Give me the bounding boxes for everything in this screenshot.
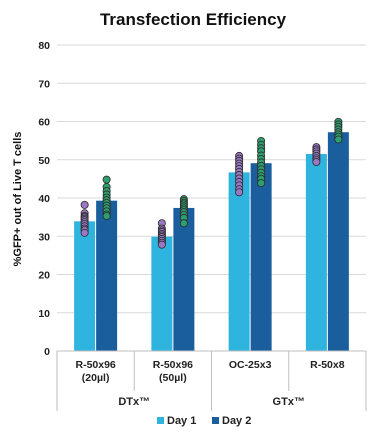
data-point [80, 228, 89, 237]
bar-day-2 [250, 163, 272, 351]
y-tick-label: 30 [38, 231, 50, 243]
y-axis-label: %GFP+ out of Live T cells [12, 132, 24, 267]
data-point [235, 188, 244, 197]
bar-day-1 [74, 221, 96, 351]
y-tick-label: 70 [38, 78, 50, 90]
data-point [102, 175, 111, 184]
legend-swatch [157, 417, 164, 424]
category-label: R-50x8 [310, 359, 345, 371]
bar-day-2 [96, 200, 118, 351]
y-tick-label: 50 [38, 155, 50, 167]
category-label: (50µl) [159, 372, 187, 384]
category-labels: R-50x96(20µl)R-50x96(50µl)OC-25x3 R-50x8 [75, 359, 344, 384]
bar-day-2 [173, 207, 195, 351]
bar-day-2 [327, 132, 349, 351]
category-label: OC-25x3 [229, 359, 272, 371]
category-label: R-50x96 [75, 359, 115, 371]
bar-day-1 [228, 172, 250, 351]
data-point [157, 240, 166, 249]
y-tick-label: 60 [38, 117, 50, 129]
y-tick-label: 0 [44, 346, 50, 358]
bars [74, 132, 349, 351]
category-label: R-50x96 [153, 359, 193, 371]
category-label: (20µl) [82, 372, 110, 384]
bar-day-1 [305, 154, 327, 351]
bar-day-1 [151, 236, 173, 351]
data-points [80, 117, 343, 249]
y-tick-label: 40 [38, 193, 50, 205]
data-point [334, 135, 343, 144]
data-point [312, 158, 321, 167]
legend-swatch [212, 417, 219, 424]
y-tick-label: 80 [38, 40, 50, 52]
group-label: GTx™ [273, 396, 305, 408]
y-tick-label: 20 [38, 270, 50, 282]
legend-label: Day 2 [222, 415, 251, 427]
legend: Day 1 Day 2 [157, 415, 251, 427]
y-tick-labels: 0 10 20 30 40 50 60 70 80 [38, 40, 50, 358]
axes [56, 350, 367, 411]
data-point [179, 219, 188, 228]
legend-label: Day 1 [167, 415, 196, 427]
group-labels: DTx™ GTx™ [118, 396, 305, 408]
chart-title: Transfection Efficiency [100, 10, 287, 29]
data-point [257, 179, 266, 188]
y-tick-label: 10 [38, 308, 50, 320]
group-label: DTx™ [118, 396, 150, 408]
data-point [80, 200, 89, 209]
data-point [102, 211, 111, 220]
